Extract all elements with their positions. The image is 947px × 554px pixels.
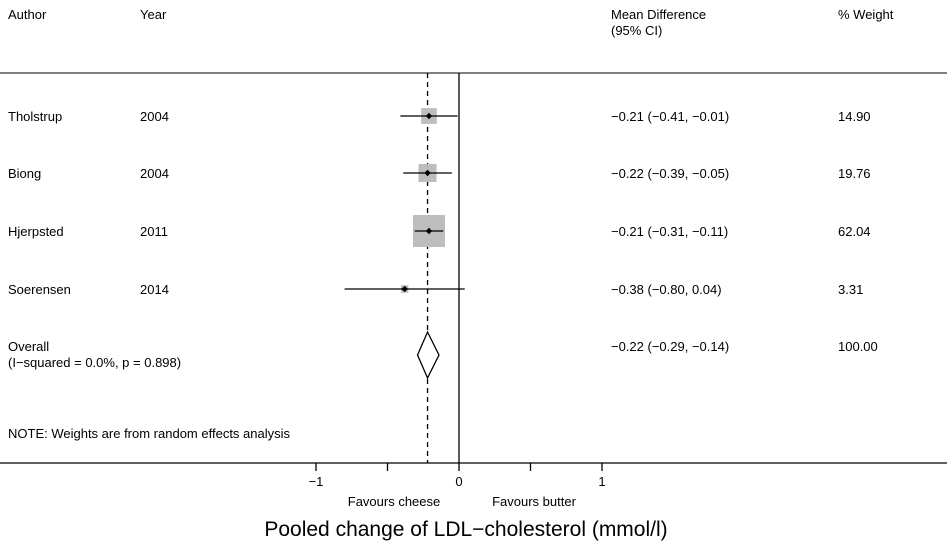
study-point-estimate: [425, 112, 433, 120]
study-author: Biong: [8, 166, 41, 181]
study-year: 2011: [140, 224, 168, 239]
overall-weight-text: 100.00: [838, 339, 878, 354]
author-column-header: Author: [8, 7, 47, 22]
study-author: Tholstrup: [8, 109, 62, 124]
study-row: Hjerpsted 2011 −0.21 (−0.31, −0.11) 62.0…: [8, 215, 871, 247]
study-weight-text: 3.31: [838, 282, 863, 297]
overall-effect-text: −0.22 (−0.29, −0.14): [611, 339, 729, 354]
x-axis-tick-label: 1: [598, 474, 605, 489]
study-year: 2004: [140, 109, 169, 124]
study-author: Hjerpsted: [8, 224, 64, 239]
weights-note: NOTE: Weights are from random effects an…: [8, 426, 291, 441]
effect-column-header: Mean Difference: [611, 7, 706, 22]
x-axis-tick-label: 0: [455, 474, 462, 489]
study-author: Soerensen: [8, 282, 71, 297]
study-row: Tholstrup 2004 −0.21 (−0.41, −0.01) 14.9…: [8, 108, 871, 124]
study-row: Biong 2004 −0.22 (−0.39, −0.05) 19.76: [8, 163, 871, 183]
study-weight-text: 62.04: [838, 224, 871, 239]
weight-column-header: % Weight: [838, 7, 894, 22]
overall-label: Overall: [8, 339, 49, 354]
favours-right-label: Favours butter: [492, 494, 576, 509]
year-column-header: Year: [140, 7, 167, 22]
study-effect-text: −0.21 (−0.41, −0.01): [611, 109, 729, 124]
study-effect-text: −0.38 (−0.80, 0.04): [611, 282, 722, 297]
x-axis-ticks: −1 0 1: [309, 463, 606, 489]
effect-ci-column-header: (95% CI): [611, 23, 662, 38]
study-weight-text: 14.90: [838, 109, 871, 124]
x-axis-title: Pooled change of LDL−cholesterol (mmol/l…: [264, 518, 667, 541]
study-row: Soerensen 2014 −0.38 (−0.80, 0.04) 3.31: [8, 282, 863, 297]
heterogeneity-text: (I−squared = 0.0%, p = 0.898): [8, 355, 181, 370]
study-year: 2014: [140, 282, 169, 297]
favours-left-label: Favours cheese: [348, 494, 441, 509]
x-axis-tick-label: −1: [309, 474, 324, 489]
study-year: 2004: [140, 166, 169, 181]
study-weight-text: 19.76: [838, 166, 871, 181]
study-effect-text: −0.21 (−0.31, −0.11): [611, 224, 728, 239]
overall-diamond: [416, 330, 440, 380]
study-effect-text: −0.22 (−0.39, −0.05): [611, 166, 729, 181]
study-point-estimate: [424, 169, 431, 177]
study-point-estimate: [401, 285, 408, 293]
study-point-estimate: [425, 227, 433, 235]
